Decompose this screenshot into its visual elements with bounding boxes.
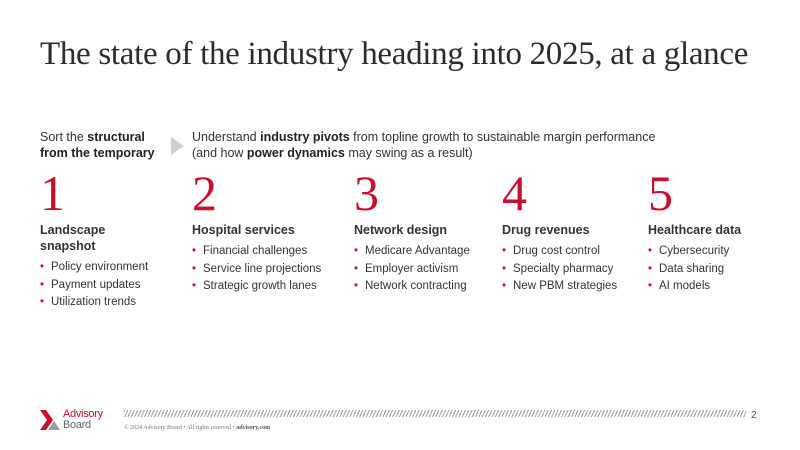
section-title: Hospital services [192, 223, 295, 237]
list-item: • Cybersecurity [648, 243, 798, 261]
list-item: • Drug cost control [502, 243, 652, 261]
list-item-label: Cybersecurity [659, 245, 730, 257]
intro-right-bold-power: power dynamics [246, 146, 345, 160]
list-item: • Service line projections [192, 261, 342, 279]
list-item: • Payment updates [40, 277, 190, 295]
right-arrow-icon [171, 137, 184, 155]
list-item: • Medicare Advantage [354, 243, 504, 261]
section-column-2: 2 Hospital services • Financial challenge… [192, 168, 342, 296]
list-item-label: Data sharing [659, 262, 725, 275]
list-item-label: Financial challenges [203, 245, 308, 257]
section-column-3: 3 Network design • Medicare Advantage • Em… [354, 168, 504, 296]
list-item-label: Drug cost control [513, 245, 600, 257]
list-item-label: Payment updates [51, 278, 141, 291]
logo-wordmark: Advisory Board [63, 409, 103, 431]
intro-right-mid: from topline growth to sustainable margi… [349, 130, 656, 144]
list-item: • Utilization trends [40, 294, 190, 312]
bullet-icon: • [192, 245, 197, 257]
section-number: 2 [192, 165, 217, 221]
copyright-text: © 2024 Advisory Board • All rights reser… [124, 425, 237, 431]
intro-right-pre2: (and how [192, 146, 247, 160]
logo-line-2: Board [63, 419, 91, 431]
list-item-label: Strategic growth lanes [203, 280, 317, 292]
list-item: • Strategic growth lanes [192, 278, 342, 296]
section-column-4: 4 Drug revenues • Drug cost control • Spec… [502, 168, 652, 296]
intro-right-text: Understand industry pivots from topline … [192, 129, 752, 161]
page-title: The state of the industry heading into 2… [40, 36, 749, 72]
section-column-1: 1 Landscape snapshot • Policy environment… [40, 168, 190, 312]
list-item-label: Policy environment [51, 261, 149, 273]
copyright-notice: © 2024 Advisory Board • All rights reser… [124, 425, 270, 431]
bullet-icon: • [192, 280, 197, 292]
bullet-icon: • [40, 278, 45, 291]
list-item: • Employer activism [354, 261, 504, 279]
list-item-label: Employer activism [365, 262, 459, 275]
list-item-label: Utilization trends [51, 296, 137, 308]
bullet-icon: • [40, 296, 45, 308]
list-item: • New PBM strategies [502, 278, 652, 296]
section-number: 4 [502, 165, 527, 221]
section-bullet-list: • Cybersecurity • Data sharing • AI models [648, 243, 798, 296]
intro-right-post: may swing as a result) [344, 146, 473, 160]
intro-left-bold-temporary: from the temporary [40, 146, 155, 160]
section-bullet-list: • Medicare Advantage • Employer activism •… [354, 243, 504, 296]
list-item-label: Specialty pharmacy [513, 262, 614, 275]
copyright-link[interactable]: advisory.com [236, 425, 271, 431]
section-title: Healthcare data [648, 223, 742, 237]
list-item-label: Medicare Advantage [365, 245, 470, 257]
intro-left-text: Sort the structural from the temporary [40, 129, 170, 161]
bullet-icon: • [648, 280, 653, 292]
section-title: Network design [354, 223, 448, 237]
list-item: • Data sharing [648, 261, 798, 279]
section-bullet-list: • Drug cost control • Specialty pharmacy •… [502, 243, 652, 296]
intro-left-bold-structural: structural [87, 130, 145, 144]
bullet-icon: • [40, 261, 45, 273]
intro-left-pre: Sort the [40, 130, 88, 144]
section-number: 1 [40, 165, 65, 221]
page-number: 2 [751, 410, 757, 421]
section-bullet-list: • Policy environment • Payment updates • Ut… [40, 259, 190, 312]
list-item: • Specialty pharmacy [502, 261, 652, 279]
bullet-icon: • [502, 245, 507, 257]
list-item-label: AI models [659, 280, 711, 292]
list-item-label: Network contracting [365, 280, 467, 292]
section-bullet-list: • Financial challenges • Service line proj… [192, 243, 342, 296]
list-item-label: New PBM strategies [513, 280, 618, 292]
list-item: • Network contracting [354, 278, 504, 296]
list-item-label: Service line projections [203, 262, 322, 275]
bullet-icon: • [502, 280, 507, 292]
section-number: 3 [354, 165, 379, 221]
section-number: 5 [648, 165, 673, 221]
section-title: Landscape snapshot [40, 223, 106, 253]
bullet-icon: • [192, 262, 197, 275]
section-title: Drug revenues [502, 223, 590, 237]
section-column-5: 5 Healthcare data • Cybersecurity • Data s… [648, 168, 798, 296]
intro-right-pre: Understand [192, 130, 261, 144]
advisory-board-logo-icon [40, 410, 60, 430]
list-item: • Policy environment [40, 259, 190, 277]
list-item: • AI models [648, 278, 798, 296]
list-item: • Financial challenges [192, 243, 342, 261]
bullet-icon: • [502, 262, 507, 275]
advisory-board-logo: Advisory Board [40, 409, 124, 433]
bullet-icon: • [354, 280, 359, 292]
bullet-icon: • [648, 245, 653, 257]
intro-right-bold-pivots: industry pivots [260, 130, 350, 144]
bullet-icon: • [354, 245, 359, 257]
bullet-icon: • [354, 262, 359, 275]
logo-line-1: Advisory [63, 408, 103, 420]
footer-hatched-divider [124, 410, 746, 417]
bullet-icon: • [648, 262, 653, 275]
